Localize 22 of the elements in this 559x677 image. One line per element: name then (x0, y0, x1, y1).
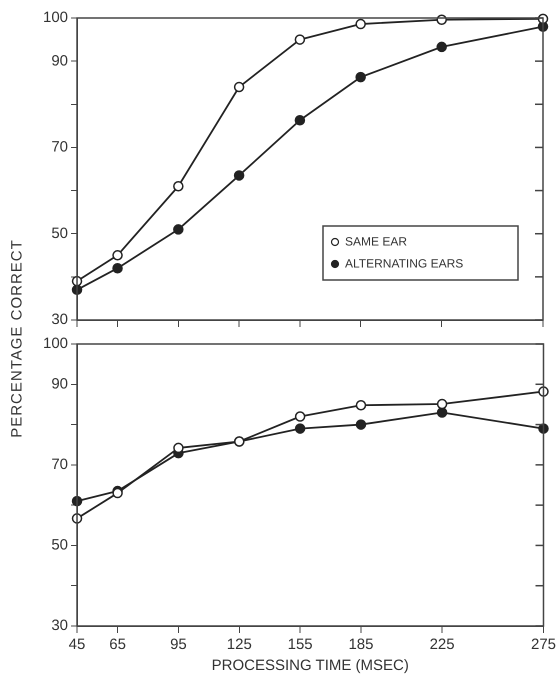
x-tick-label: 225 (430, 636, 455, 654)
legend-label: SAME EAR (345, 234, 408, 248)
y-tick-label: 50 (51, 536, 68, 554)
y-tick-label: 30 (51, 617, 68, 634)
x-tick-label: 95 (170, 636, 187, 654)
x-tick-label: 185 (348, 636, 374, 654)
y-tick-label: 30 (51, 311, 68, 328)
x-axis-title: PROCESSING TIME (MSEC) (212, 657, 409, 674)
y-tick-label: 50 (51, 224, 68, 242)
y-tick-label: 90 (51, 52, 68, 70)
y-tick-label: 100 (42, 335, 68, 352)
y-tick-label: 70 (51, 456, 68, 473)
y-tick-label: 90 (51, 375, 68, 392)
x-tick-label: 125 (226, 636, 252, 654)
x-tick-label: 65 (109, 636, 126, 654)
x-tick-label: 275 (530, 636, 556, 654)
y-axis-title: PERCENTAGE CORRECT (8, 238, 26, 440)
y-tick-label: 70 (51, 138, 68, 156)
y-tick-label: 100 (42, 9, 68, 26)
x-tick-label: 155 (288, 636, 313, 654)
legend-label: ALTERNATING EARS (345, 256, 464, 270)
x-tick-label: 45 (68, 636, 86, 654)
